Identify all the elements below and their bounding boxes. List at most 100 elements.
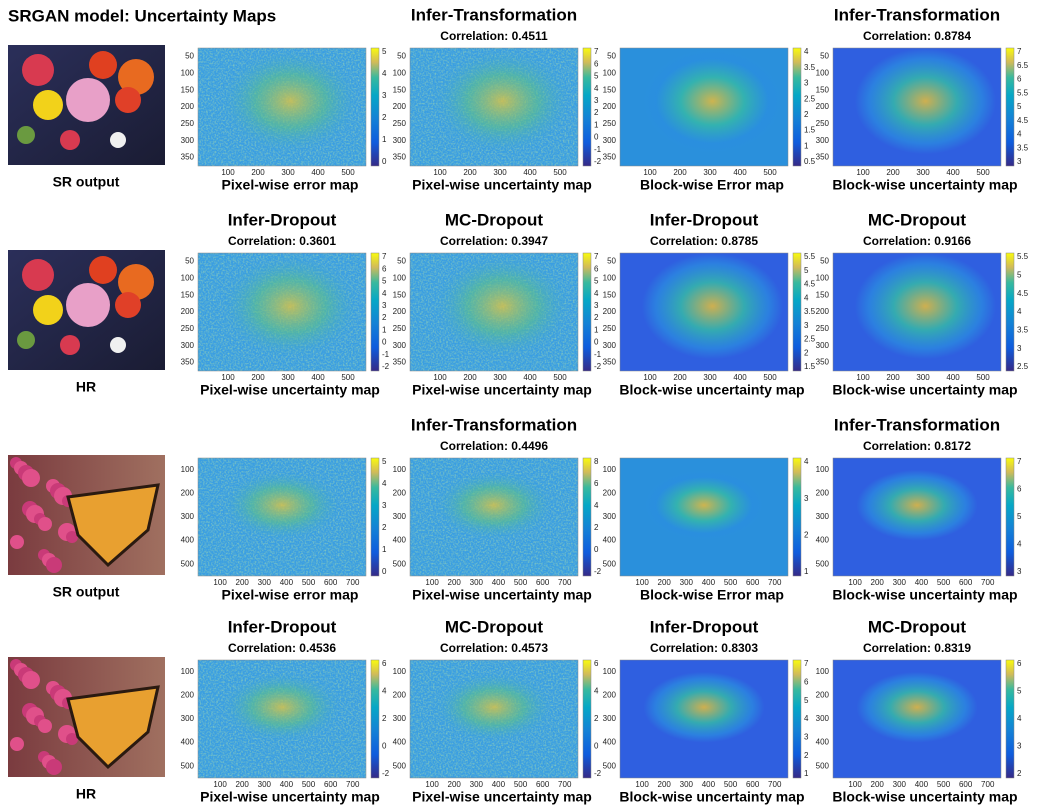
- colorbar-tick-label: 1: [382, 325, 387, 334]
- colorbar-tick-label: 2: [804, 751, 809, 760]
- colorbar-tick-label: 7: [1017, 47, 1022, 56]
- colorbar-tick-label: 3.5: [1017, 143, 1029, 152]
- x-tick-label: 500: [976, 373, 990, 382]
- y-tick-label: 200: [181, 489, 195, 498]
- colorbar-tick-label: 4: [382, 479, 387, 488]
- method-title: MC-Dropout: [868, 210, 967, 229]
- colorbar-tick-label: 3: [594, 301, 599, 310]
- heatmap-frame: [832, 47, 1002, 167]
- y-tick-label: 100: [181, 667, 195, 676]
- y-tick-label: 150: [181, 85, 195, 94]
- method-title: MC-Dropout: [445, 617, 544, 636]
- colorbar-tick-label: 2: [594, 108, 599, 117]
- y-tick-label: 400: [603, 738, 617, 747]
- colorbar: [582, 47, 592, 167]
- x-tick-label: 100: [848, 780, 862, 789]
- x-tick-label: 100: [425, 780, 439, 789]
- x-tick-label: 400: [733, 168, 747, 177]
- y-tick-label: 300: [393, 714, 407, 723]
- x-tick-label: 700: [558, 780, 572, 789]
- x-tick-label: 500: [553, 168, 567, 177]
- y-tick-label: 300: [181, 341, 195, 350]
- colorbar-tick-label: 3.5: [804, 63, 816, 72]
- colorbar-tick-label: 2: [1017, 769, 1022, 778]
- x-tick-label: 200: [251, 168, 265, 177]
- colorbar: [792, 47, 802, 167]
- x-tick-label: 500: [976, 168, 990, 177]
- y-tick-label: 250: [181, 324, 195, 333]
- colorbar-tick-label: 6: [1017, 659, 1022, 668]
- x-tick-label: 100: [433, 373, 447, 382]
- colorbar-tick-label: 2.5: [804, 335, 816, 344]
- colorbar: [792, 252, 802, 372]
- colorbar-tick-label: 1: [594, 325, 599, 334]
- correlation: Correlation: 0.3947: [440, 234, 548, 248]
- colorbar-tick-label: 3.5: [804, 307, 816, 316]
- heatmap: [197, 252, 367, 372]
- heatmap-frame: [619, 47, 789, 167]
- correlation: Correlation: 0.4573: [440, 641, 548, 655]
- heatmap-frame: [832, 659, 1002, 779]
- x-tick-label: 300: [493, 168, 507, 177]
- panel-caption: Pixel-wise error map: [222, 177, 359, 193]
- flower: [89, 51, 117, 79]
- panel-caption: Block-wise uncertainty map: [832, 789, 1017, 805]
- x-tick-label: 200: [236, 780, 250, 789]
- colorbar-tick-label: -1: [594, 350, 602, 359]
- x-tick-label: 600: [324, 780, 338, 789]
- x-tick-label: 600: [536, 780, 550, 789]
- flower: [17, 331, 35, 349]
- heatmap: [409, 457, 579, 577]
- colorbar-tick-label: 0: [594, 338, 599, 347]
- colorbar-tick-label: 4: [594, 687, 599, 696]
- heatmap-frame: [409, 659, 579, 779]
- y-tick-label: 300: [393, 341, 407, 350]
- colorbar-tick-label: 4: [1017, 714, 1022, 723]
- x-tick-label: 400: [492, 578, 506, 587]
- x-tick-label: 100: [221, 373, 235, 382]
- panel-caption: Block-wise uncertainty map: [832, 177, 1017, 193]
- heatmap-blob: [221, 671, 343, 743]
- y-tick-label: 300: [603, 136, 617, 145]
- x-tick-label: 400: [311, 168, 325, 177]
- colorbar-tick-label: 1: [804, 567, 809, 576]
- x-tick-label: 700: [346, 780, 360, 789]
- y-tick-label: 100: [816, 667, 830, 676]
- colorbar-tick-label: 3: [382, 91, 387, 100]
- x-tick-label: 100: [635, 578, 649, 587]
- colorbar-tick-label: 0: [594, 545, 599, 554]
- x-tick-label: 700: [981, 578, 995, 587]
- x-tick-label: 700: [768, 578, 782, 587]
- colorbar-tick-label: 3: [594, 96, 599, 105]
- colorbar-tick-label: 2.5: [804, 94, 816, 103]
- heatmap-blob: [854, 253, 996, 360]
- x-tick-label: 200: [448, 780, 462, 789]
- heatmap-frame: [832, 252, 1002, 372]
- image-label: HR: [76, 379, 96, 395]
- y-tick-label: 400: [181, 536, 195, 545]
- colorbar-tick-label: 5: [1017, 687, 1022, 696]
- colorbar-tick-label: 4: [1017, 307, 1022, 316]
- y-tick-label: 100: [816, 465, 830, 474]
- heatmap: [619, 659, 789, 779]
- colorbar: [370, 252, 380, 372]
- y-tick-label: 100: [393, 273, 407, 282]
- colorbar-tick-label: 6: [804, 677, 809, 686]
- flower: [33, 295, 63, 325]
- y-tick-label: 200: [603, 691, 617, 700]
- colorbar-tick-label: 5: [1017, 102, 1022, 111]
- colorbar-tick-label: 5: [594, 72, 599, 81]
- x-tick-label: 300: [893, 780, 907, 789]
- x-tick-label: 200: [658, 578, 672, 587]
- x-tick-label: 700: [768, 780, 782, 789]
- colorbar-tick-label: -1: [594, 145, 602, 154]
- colorbar: [1005, 659, 1015, 779]
- y-tick-label: 300: [181, 714, 195, 723]
- colorbar: [1005, 47, 1015, 167]
- x-tick-label: 100: [221, 168, 235, 177]
- colorbar-tick-label: 1: [594, 120, 599, 129]
- heatmap: [409, 252, 579, 372]
- x-tick-label: 200: [463, 373, 477, 382]
- heatmap: [197, 47, 367, 167]
